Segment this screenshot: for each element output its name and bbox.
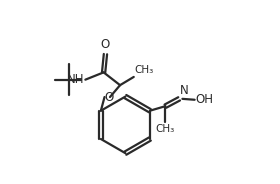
Text: N: N (180, 84, 189, 97)
Text: O: O (104, 91, 114, 105)
Text: OH: OH (195, 93, 214, 106)
Text: NH: NH (67, 73, 85, 86)
Text: CH₃: CH₃ (135, 66, 154, 75)
Text: O: O (101, 38, 110, 51)
Text: CH₃: CH₃ (156, 123, 175, 134)
